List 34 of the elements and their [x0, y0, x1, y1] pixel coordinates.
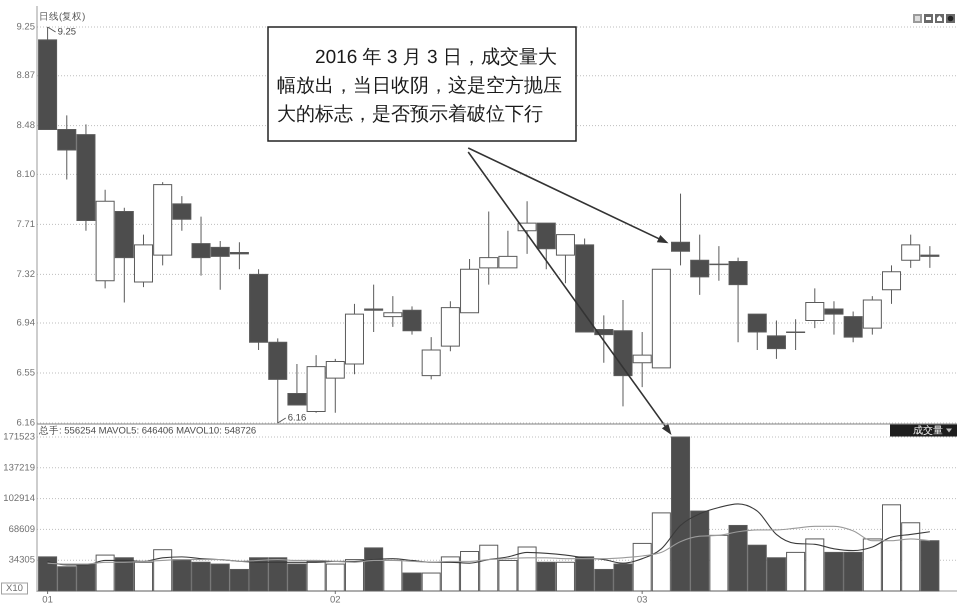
y-tick-label: 137219 [3, 462, 35, 474]
candlestick [422, 336, 441, 380]
y-tick-label: 6.16 [16, 418, 35, 428]
candlestick [786, 318, 806, 350]
y-tick-label: 34305 [8, 554, 35, 566]
annotation: 2016 年 3 月 3 日，成交量大幅放出，当日收阴，这是空方抛压大的标志，是否预示着破位下行 [277, 46, 562, 125]
candlestick [671, 193, 690, 266]
x-tick-label: 03 [636, 594, 648, 606]
y-tick-label: 102914 [3, 493, 35, 504]
y-tick-label: 7.32 [16, 268, 35, 280]
dropdown-menu: 成交量 [890, 424, 957, 436]
candlestick [766, 320, 786, 360]
candlestick [364, 284, 384, 333]
y-tick-label: 8.10 [16, 168, 35, 180]
annotation: 9.25 [58, 26, 76, 38]
x-tick-label: 01 [42, 594, 53, 606]
line-series [47, 503, 930, 566]
y-tick-label: 8.87 [16, 70, 35, 82]
text: 总手: 556254 MAVOL5: 646406 MAVOL10: 548726 [38, 424, 256, 436]
y-tick-label: 8.48 [16, 120, 35, 132]
y-tick-label: 68609 [8, 524, 35, 535]
y-tick-label: 6.94 [16, 318, 35, 329]
line-series [47, 526, 930, 565]
y-tick-label: 7.71 [16, 218, 35, 230]
candlestick [748, 314, 767, 350]
y-axis-title: X10 [6, 583, 23, 594]
x-tick-label: 02 [330, 594, 341, 606]
chart-title: 日线(复权) [39, 10, 86, 22]
y-tick-label: 6.55 [16, 368, 35, 379]
y-tick-label: 9.25 [16, 22, 35, 32]
y-tick-label: 171523 [3, 432, 35, 442]
chart-title: 成交量 [913, 424, 943, 436]
candlestick [882, 264, 902, 304]
annotation: 6.16 [288, 412, 306, 424]
